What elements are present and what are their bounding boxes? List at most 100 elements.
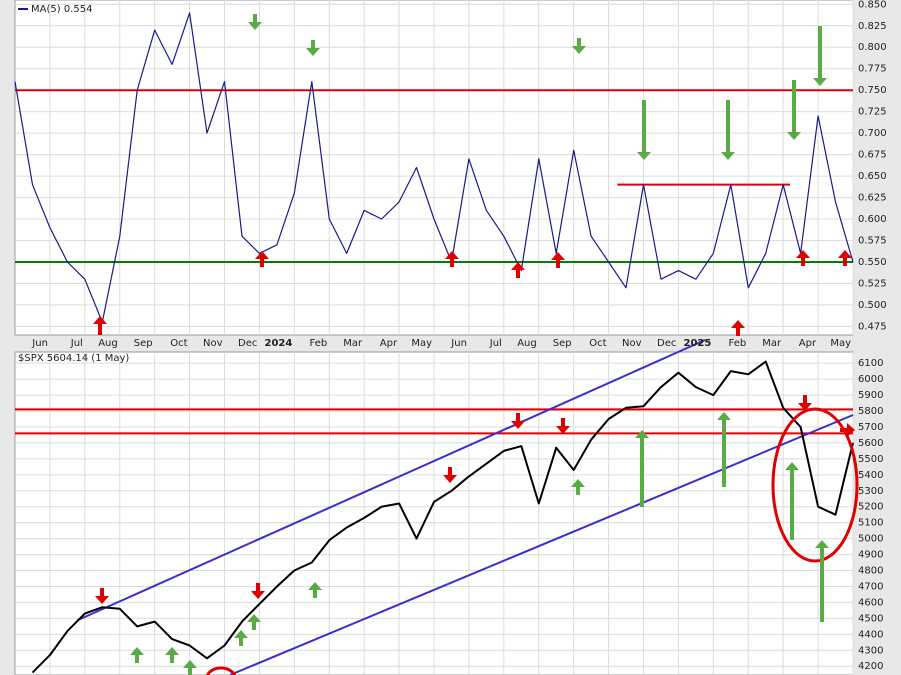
- channel-lower: [229, 414, 854, 675]
- y-tick-label: 5000: [858, 534, 883, 545]
- x-tick-label: May: [411, 338, 432, 349]
- x-tick-label: Sep: [134, 338, 153, 349]
- y-tick-label: 0.500: [858, 300, 887, 311]
- y-tick-label: 5300: [858, 486, 883, 497]
- x-tick-label: Feb: [310, 338, 328, 349]
- x-tick-label: 2024: [264, 338, 292, 349]
- x-tick-label: Dec: [657, 338, 676, 349]
- arrow-head: [234, 630, 248, 638]
- arrow-head: [847, 423, 855, 437]
- data-line: [14, 12, 854, 323]
- y-tick-label: 0.675: [858, 150, 887, 161]
- y-tick-label: 5600: [858, 438, 883, 449]
- y-tick-label: 0.575: [858, 236, 887, 247]
- x-tick-label: Nov: [203, 338, 223, 349]
- y-tick-label: 5800: [858, 406, 883, 417]
- x-tick-label: Jun: [450, 338, 467, 349]
- arrow-head: [721, 152, 735, 160]
- x-tick-label: Dec: [238, 338, 257, 349]
- arrow-head: [443, 475, 457, 483]
- y-tick-label: 0.750: [858, 85, 887, 96]
- y-tick-label: 0.775: [858, 64, 887, 75]
- arrow-head: [731, 320, 745, 328]
- y-tick-label: 5500: [858, 454, 883, 465]
- arrow-head: [785, 462, 799, 470]
- arrow-head: [717, 412, 731, 420]
- y-tick-label: 5100: [858, 518, 883, 529]
- y-tick-label: 0.650: [858, 171, 887, 182]
- arrow-head: [165, 647, 179, 655]
- y-tick-label: 4800: [858, 566, 883, 577]
- arrow-head: [571, 479, 585, 487]
- channel-upper: [77, 339, 706, 621]
- y-tick-label: 4900: [858, 550, 883, 561]
- arrow-head: [248, 22, 262, 30]
- arrow-head: [813, 78, 827, 86]
- arrow-head: [815, 540, 829, 548]
- arrow-layer: [93, 14, 855, 675]
- arrow-head: [551, 252, 565, 260]
- y-tick-label: 5900: [858, 390, 883, 401]
- y-tick-label: 0.800: [858, 42, 887, 53]
- y-tick-label: 0.475: [858, 321, 887, 332]
- arrow-head: [556, 426, 570, 434]
- level-layer: [15, 89, 853, 435]
- y-tick-label: 0.700: [858, 128, 887, 139]
- y-tick-label: 4400: [858, 629, 883, 640]
- arrow-head: [796, 250, 810, 258]
- label-layer: 0.850 0.825 0.800 0.775 0.750 0.725 0.700 0.675…: [31, 0, 886, 672]
- arrow-head: [183, 660, 197, 668]
- arrow-head: [247, 614, 261, 622]
- x-tick-label: Oct: [589, 338, 606, 349]
- highlight-ellipse: [771, 407, 859, 563]
- arrow-head: [308, 582, 322, 590]
- grid-layer: [15, 0, 854, 675]
- arrow-head: [306, 48, 320, 56]
- legend-entry: MA(5) 0.554: [31, 4, 92, 15]
- x-tick-label: Aug: [98, 338, 118, 349]
- data-line: [31, 360, 854, 674]
- y-tick-label: 5700: [858, 422, 883, 433]
- arrow-head: [838, 250, 852, 258]
- arrow-head: [130, 647, 144, 655]
- y-tick-label: 0.625: [858, 193, 887, 204]
- arrow-head: [635, 430, 649, 438]
- x-tick-label: 2025: [683, 338, 711, 349]
- x-tick-label: Nov: [622, 338, 642, 349]
- y-tick-label: 4700: [858, 581, 883, 592]
- y-tick-label: 5200: [858, 502, 883, 513]
- y-tick-label: 6000: [858, 374, 883, 385]
- arrow-head: [511, 421, 525, 429]
- y-tick-label: 0.525: [858, 278, 887, 289]
- x-tick-label: Feb: [729, 338, 747, 349]
- y-tick-label: 0.825: [858, 21, 887, 32]
- arrow-head: [93, 316, 107, 324]
- arrow-head: [255, 251, 269, 259]
- y-tick-label: 0.850: [858, 0, 887, 10]
- y-tick-label: 4200: [858, 661, 883, 672]
- y-tick-label: 4300: [858, 645, 883, 656]
- x-tick-label: Apr: [799, 338, 817, 349]
- line-layer: [14, 12, 854, 674]
- arrow-head: [511, 262, 525, 270]
- arrow-head: [798, 403, 812, 411]
- arrow-head: [572, 46, 586, 54]
- x-tick-label: Jun: [31, 338, 48, 349]
- arrow-head: [251, 591, 265, 599]
- arrow-head: [787, 132, 801, 140]
- x-tick-label: Sep: [553, 338, 572, 349]
- y-tick-label: 0.550: [858, 257, 887, 268]
- x-tick-label: Aug: [517, 338, 537, 349]
- x-tick-label: Mar: [762, 338, 782, 349]
- x-tick-label: Oct: [170, 338, 187, 349]
- x-tick-label: May: [830, 338, 851, 349]
- x-tick-label: Jul: [70, 338, 83, 349]
- y-tick-label: 5400: [858, 470, 883, 481]
- x-tick-label: Apr: [380, 338, 398, 349]
- y-tick-label: 0.600: [858, 214, 887, 225]
- arrow-head: [95, 596, 109, 604]
- y-tick-label: 4500: [858, 613, 883, 624]
- y-tick-label: 0.725: [858, 107, 887, 118]
